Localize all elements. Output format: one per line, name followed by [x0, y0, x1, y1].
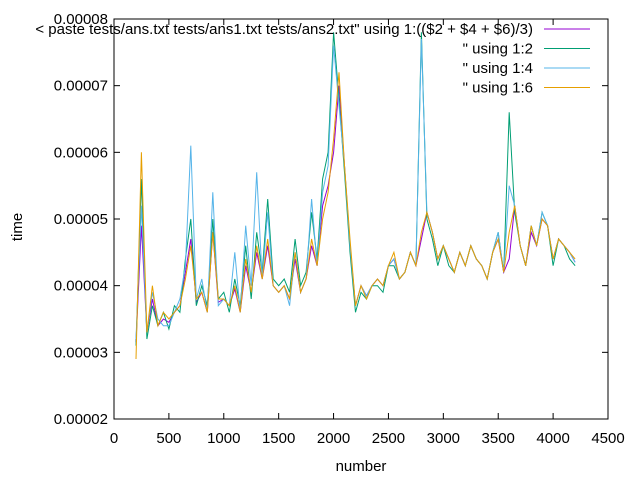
x-tick-label: 2000	[317, 430, 350, 447]
y-tick-label: 0.00003	[54, 344, 108, 361]
x-tick-label: 1000	[207, 430, 240, 447]
legend: < paste tests/ans.txt tests/ans1.txt tes…	[35, 21, 590, 97]
legend-label-1: < paste tests/ans.txt tests/ans1.txt tes…	[35, 21, 533, 38]
x-tick-label: 2500	[372, 430, 405, 447]
x-axis: 0 500 1000 1500 2000 2500 3000 3500 4000 4500	[110, 19, 625, 447]
legend-label-3: " using 1:4	[463, 60, 533, 77]
x-tick-label: 4000	[536, 430, 569, 447]
y-tick-label: 0.00004	[54, 278, 108, 295]
x-tick-label: 1500	[262, 430, 295, 447]
y-tick-label: 0.00002	[54, 411, 108, 428]
legend-label-2: " using 1:2	[463, 41, 533, 58]
series-layer	[135, 32, 576, 360]
x-tick-label: 4500	[591, 430, 624, 447]
x-tick-label: 3500	[482, 430, 515, 447]
y-tick-label: 0.00006	[54, 144, 108, 161]
x-axis-title: number	[336, 458, 387, 475]
series-line-4	[135, 72, 576, 360]
y-axis: 0.00002 0.00003 0.00004 0.00005 0.00006 0.000…	[54, 11, 608, 428]
x-tick-label: 0	[110, 430, 118, 447]
x-tick-label: 3000	[427, 430, 460, 447]
legend-label-4: " using 1:6	[463, 80, 533, 97]
y-tick-label: 0.00008	[54, 11, 108, 28]
y-tick-label: 0.00005	[54, 211, 108, 228]
y-tick-label: 0.00007	[54, 78, 108, 95]
y-axis-title: time	[9, 213, 26, 241]
x-tick-label: 500	[156, 430, 181, 447]
